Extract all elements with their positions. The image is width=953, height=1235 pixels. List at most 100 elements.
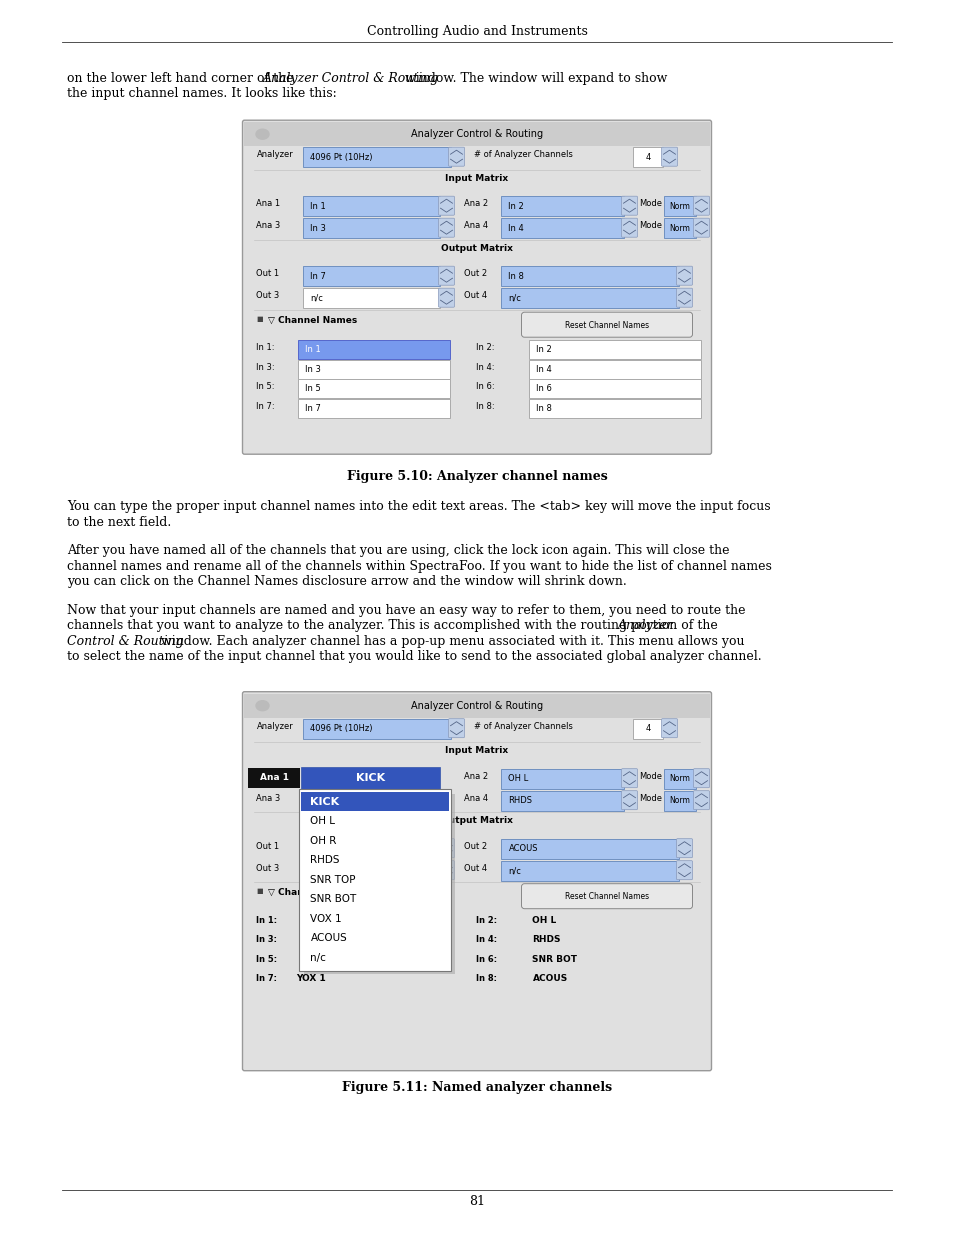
FancyBboxPatch shape xyxy=(244,122,709,146)
Text: SNR BOT: SNR BOT xyxy=(310,894,356,904)
Ellipse shape xyxy=(255,700,269,710)
FancyBboxPatch shape xyxy=(248,768,300,788)
Text: SNR BOT: SNR BOT xyxy=(532,955,577,963)
Text: n/c: n/c xyxy=(508,294,521,303)
Text: In 6: In 6 xyxy=(535,384,551,393)
FancyBboxPatch shape xyxy=(676,267,692,285)
Text: After you have named all of the channels that you are using, click the lock icon: After you have named all of the channels… xyxy=(67,545,729,557)
Text: In 1: In 1 xyxy=(310,201,326,211)
FancyBboxPatch shape xyxy=(298,359,450,379)
Text: In 4:: In 4: xyxy=(476,363,495,372)
FancyBboxPatch shape xyxy=(303,196,440,216)
FancyBboxPatch shape xyxy=(448,719,464,737)
Text: Figure 5.11: Named analyzer channels: Figure 5.11: Named analyzer channels xyxy=(341,1081,612,1094)
FancyBboxPatch shape xyxy=(501,219,623,238)
Text: Norm: Norm xyxy=(668,797,689,805)
Text: Out 3: Out 3 xyxy=(256,863,279,873)
Text: Ana 3: Ana 3 xyxy=(256,221,280,230)
FancyBboxPatch shape xyxy=(676,861,692,879)
FancyBboxPatch shape xyxy=(528,340,700,359)
FancyBboxPatch shape xyxy=(303,219,440,238)
FancyBboxPatch shape xyxy=(244,694,709,718)
Text: Out 4: Out 4 xyxy=(464,291,487,300)
FancyBboxPatch shape xyxy=(501,790,623,810)
FancyBboxPatch shape xyxy=(693,768,709,788)
Text: Out 3: Out 3 xyxy=(256,291,279,300)
FancyBboxPatch shape xyxy=(693,196,709,215)
FancyBboxPatch shape xyxy=(662,790,695,810)
FancyBboxPatch shape xyxy=(676,839,692,857)
Text: RHDS: RHDS xyxy=(508,797,532,805)
Text: In 2:: In 2: xyxy=(476,343,495,352)
Text: VOX 1: VOX 1 xyxy=(310,914,342,924)
Text: channels that you want to analyze to the analyzer. This is accomplished with the: channels that you want to analyze to the… xyxy=(67,619,721,632)
Text: Reset Channel Names: Reset Channel Names xyxy=(564,321,648,330)
FancyBboxPatch shape xyxy=(662,219,695,238)
Text: Mode: Mode xyxy=(639,221,661,230)
Text: Out 1: Out 1 xyxy=(256,269,279,278)
Text: ▽ Channel Names: ▽ Channel Names xyxy=(268,316,357,325)
Text: In 1:: In 1: xyxy=(256,343,274,352)
Text: In 3: In 3 xyxy=(305,364,321,374)
Text: Analyzer Control & Routing: Analyzer Control & Routing xyxy=(263,72,439,85)
Text: 81: 81 xyxy=(469,1194,484,1208)
Text: Out 2: Out 2 xyxy=(464,842,487,851)
Text: 4096 Pt (10Hz): 4096 Pt (10Hz) xyxy=(310,724,373,734)
Text: Output Matrix: Output Matrix xyxy=(440,245,513,253)
Text: Control & Routing: Control & Routing xyxy=(67,635,183,647)
Text: Ana 1: Ana 1 xyxy=(260,773,289,782)
FancyBboxPatch shape xyxy=(298,340,450,359)
Text: Analyzer Control & Routing: Analyzer Control & Routing xyxy=(411,130,542,140)
Text: the input channel names. It looks like this:: the input channel names. It looks like t… xyxy=(67,88,336,100)
Text: Norm: Norm xyxy=(668,774,689,783)
Text: Norm: Norm xyxy=(668,201,689,211)
Text: In 3:: In 3: xyxy=(256,363,274,372)
Text: Out 1: Out 1 xyxy=(256,842,279,851)
Text: Ana 2: Ana 2 xyxy=(464,199,488,209)
FancyBboxPatch shape xyxy=(438,196,454,215)
Text: ACOUS: ACOUS xyxy=(508,845,537,853)
Text: Mode: Mode xyxy=(639,772,661,781)
FancyBboxPatch shape xyxy=(301,792,449,810)
Text: KICK: KICK xyxy=(310,797,339,806)
Text: # of Analyzer Channels: # of Analyzer Channels xyxy=(474,151,573,159)
FancyBboxPatch shape xyxy=(303,267,440,287)
FancyBboxPatch shape xyxy=(501,768,623,789)
FancyBboxPatch shape xyxy=(501,288,678,309)
FancyBboxPatch shape xyxy=(438,219,454,237)
Text: In 5:: In 5: xyxy=(256,955,277,963)
Text: n/c: n/c xyxy=(310,953,326,963)
Text: channel names and rename all of the channels within SpectraFoo. If you want to h: channel names and rename all of the chan… xyxy=(67,559,771,573)
Text: In 4:: In 4: xyxy=(476,935,497,945)
Text: n/c: n/c xyxy=(508,866,521,876)
Text: RHDS: RHDS xyxy=(532,935,560,945)
Text: In 8:: In 8: xyxy=(476,974,497,983)
Text: OH L: OH L xyxy=(532,915,557,925)
Text: In 8:: In 8: xyxy=(476,401,495,411)
Text: 4: 4 xyxy=(645,724,651,734)
FancyBboxPatch shape xyxy=(528,359,700,379)
FancyBboxPatch shape xyxy=(660,147,677,167)
Text: Output Matrix: Output Matrix xyxy=(440,815,513,825)
Text: Out 4: Out 4 xyxy=(464,863,487,873)
Text: In 4: In 4 xyxy=(535,364,551,374)
FancyBboxPatch shape xyxy=(693,219,709,237)
Text: In 3:: In 3: xyxy=(256,935,277,945)
FancyBboxPatch shape xyxy=(501,196,623,216)
Text: n/c: n/c xyxy=(310,294,323,303)
Text: In 7: In 7 xyxy=(310,272,326,280)
Text: In 1: In 1 xyxy=(305,346,321,354)
Text: In 5: In 5 xyxy=(305,384,321,393)
Text: In 8: In 8 xyxy=(535,404,551,412)
Text: ACOUS: ACOUS xyxy=(310,934,347,944)
Text: In 2:: In 2: xyxy=(476,915,497,925)
FancyBboxPatch shape xyxy=(528,399,700,417)
FancyBboxPatch shape xyxy=(521,884,692,909)
FancyBboxPatch shape xyxy=(303,839,440,858)
Text: you can click on the Channel Names disclosure arrow and the window will shrink d: you can click on the Channel Names discl… xyxy=(67,576,626,588)
FancyBboxPatch shape xyxy=(521,312,692,337)
Text: Ana 1: Ana 1 xyxy=(256,199,280,209)
FancyBboxPatch shape xyxy=(662,768,695,789)
Text: ▽ Channel Names: ▽ Channel Names xyxy=(268,888,357,897)
FancyBboxPatch shape xyxy=(299,789,451,971)
